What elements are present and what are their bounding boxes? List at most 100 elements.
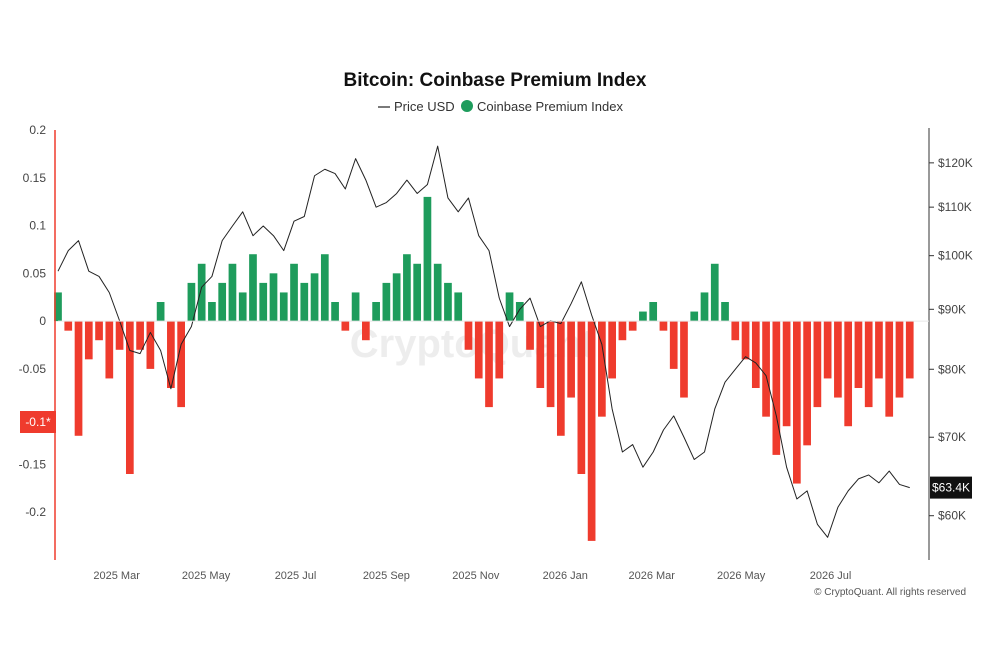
premium-bar-negative (772, 321, 781, 455)
x-tick-label: 2025 Sep (363, 570, 410, 582)
premium-bar-negative (608, 321, 616, 379)
premium-bar-negative (782, 321, 791, 427)
left-tick-label: 0.2 (29, 123, 46, 137)
premium-bars (54, 196, 914, 541)
premium-bar-positive (331, 302, 339, 322)
premium-bar-negative (146, 321, 155, 369)
premium-bar-negative (895, 321, 904, 398)
premium-bar-negative (105, 321, 114, 379)
premium-bar-positive (392, 273, 401, 322)
premium-bar-negative (567, 321, 575, 398)
legend-premium-dot-icon (461, 100, 473, 112)
premium-bar-negative (598, 321, 606, 417)
premium-bar-negative (84, 321, 93, 360)
x-tick-label: 2026 Mar (628, 570, 675, 582)
premium-bar-positive (700, 292, 709, 322)
premium-bar-positive (382, 282, 391, 322)
premium-bar-positive (710, 263, 719, 322)
premium-bar-negative (618, 321, 627, 341)
premium-bar-negative (125, 321, 134, 474)
left-tick-label: -0.2 (25, 505, 46, 519)
right-tick-label: $80K (938, 362, 966, 376)
premium-bar-positive (54, 292, 62, 322)
crosshair-badge-bg (20, 411, 56, 433)
premium-bar-positive (290, 263, 298, 322)
premium-bar-negative (495, 321, 504, 379)
left-tick-label: -0.15 (19, 457, 47, 471)
premium-bar-positive (259, 282, 268, 322)
legend: Price USD Coinbase Premium Index (378, 99, 623, 114)
left-tick-label: 0.15 (23, 171, 47, 185)
last-price-badge-label: $63.4K (932, 481, 970, 495)
premium-bar-negative (628, 321, 637, 331)
premium-bar-positive (228, 263, 237, 322)
premium-bar-negative (536, 321, 545, 388)
premium-bar-negative (854, 321, 863, 388)
premium-bar-negative (834, 321, 842, 398)
premium-bar-negative (341, 321, 350, 331)
left-tick-label: 0 (39, 314, 46, 328)
right-tick-label: $100K (938, 249, 973, 263)
copyright-credit: © CryptoQuant. All rights reserved (814, 587, 966, 598)
x-tick-label: 2026 Jan (543, 570, 588, 582)
right-tick-label: $70K (938, 430, 966, 444)
right-tick-label: $90K (938, 302, 966, 316)
premium-bar-positive (454, 292, 463, 322)
legend-premium-label: Coinbase Premium Index (477, 99, 623, 114)
x-axis-ticks: 2025 Mar 2025 May 2025 Jul 2025 Sep 2025 Nov… (93, 570, 851, 582)
right-axis-ticks: $120K $110K $100K $90K $80K $70K $60K (929, 156, 973, 523)
premium-bar-negative (680, 321, 688, 398)
premium-bar-negative (669, 321, 678, 369)
x-tick-label: 2026 Jul (810, 570, 852, 582)
premium-bar-negative (905, 321, 914, 379)
premium-bar-positive (197, 263, 206, 322)
last-price-badge: $63.4K (930, 476, 972, 499)
premium-bar-negative (526, 321, 534, 350)
premium-bar-negative (813, 321, 822, 408)
premium-bar-positive (320, 254, 329, 322)
premium-bar-negative (115, 321, 124, 350)
premium-bar-negative (762, 321, 770, 417)
premium-bar-positive (372, 302, 380, 322)
premium-bar-negative (751, 321, 760, 388)
premium-bar-positive (269, 273, 278, 322)
premium-bar-positive (515, 302, 524, 322)
premium-bar-positive (238, 292, 247, 322)
premium-bar-positive (218, 282, 227, 322)
premium-bar-positive (505, 292, 514, 322)
premium-bar-positive (300, 282, 309, 322)
premium-bar-negative (485, 321, 493, 408)
x-tick-label: 2025 Nov (452, 570, 500, 582)
price-line (57, 145, 910, 538)
premium-bar-negative (167, 321, 175, 388)
premium-bar-negative (546, 321, 555, 408)
premium-bar-positive (423, 196, 432, 322)
premium-bar-positive (279, 292, 288, 322)
premium-bar-positive (639, 311, 647, 322)
premium-bar-negative (741, 321, 750, 360)
premium-bar-negative (577, 321, 586, 474)
last-price-badge-bg (930, 476, 972, 499)
premium-bar-negative (362, 321, 370, 341)
premium-bar-negative (74, 321, 83, 436)
premium-bar-negative (731, 321, 740, 341)
premium-bar-negative (864, 321, 873, 408)
chart-title: Bitcoin: Coinbase Premium Index (344, 70, 647, 91)
x-tick-label: 2025 Mar (93, 570, 140, 582)
premium-bar-negative (177, 321, 185, 408)
crosshair-badge: -0.1* (20, 411, 56, 433)
premium-bar-negative (464, 321, 473, 350)
premium-bar-positive (649, 302, 658, 322)
left-axis-ticks: 0.20.150.10.050-0.05-0.1-0.15-0.2 (19, 123, 929, 519)
premium-bar-positive (721, 302, 729, 322)
premium-bar-positive (351, 292, 360, 322)
premium-bar-negative (823, 321, 832, 379)
premium-bar-positive (156, 302, 165, 322)
premium-bar-negative (136, 321, 144, 350)
premium-bar-negative (556, 321, 565, 436)
premium-bar-positive (249, 254, 257, 322)
left-tick-label: -0.05 (19, 362, 47, 376)
price-line-group (57, 145, 910, 538)
premium-bar-positive (310, 273, 319, 322)
